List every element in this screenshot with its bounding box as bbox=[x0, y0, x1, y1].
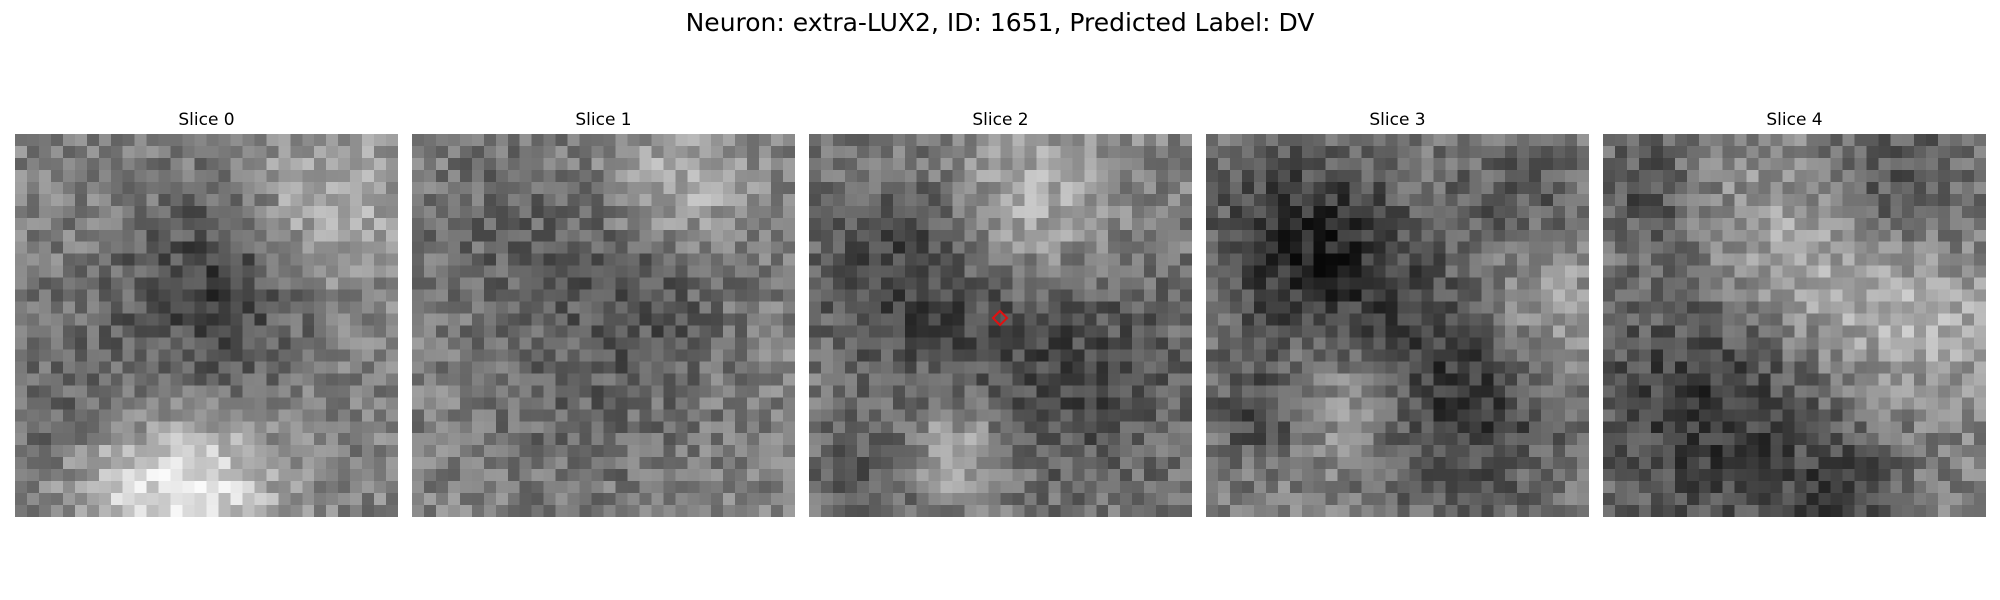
slice-image bbox=[1206, 134, 1589, 517]
slice-image bbox=[15, 134, 398, 517]
slice-label: Slice 4 bbox=[1766, 110, 1823, 130]
slice-image bbox=[412, 134, 795, 517]
slice-label: Slice 1 bbox=[575, 110, 632, 130]
slice-image bbox=[1603, 134, 1986, 517]
figure-title: Neuron: extra-LUX2, ID: 1651, Predicted … bbox=[685, 8, 1315, 37]
slice-label: Slice 3 bbox=[1369, 110, 1426, 130]
slice-label: Slice 2 bbox=[972, 110, 1029, 130]
slice-image bbox=[809, 134, 1192, 517]
slice-label: Slice 0 bbox=[178, 110, 235, 130]
